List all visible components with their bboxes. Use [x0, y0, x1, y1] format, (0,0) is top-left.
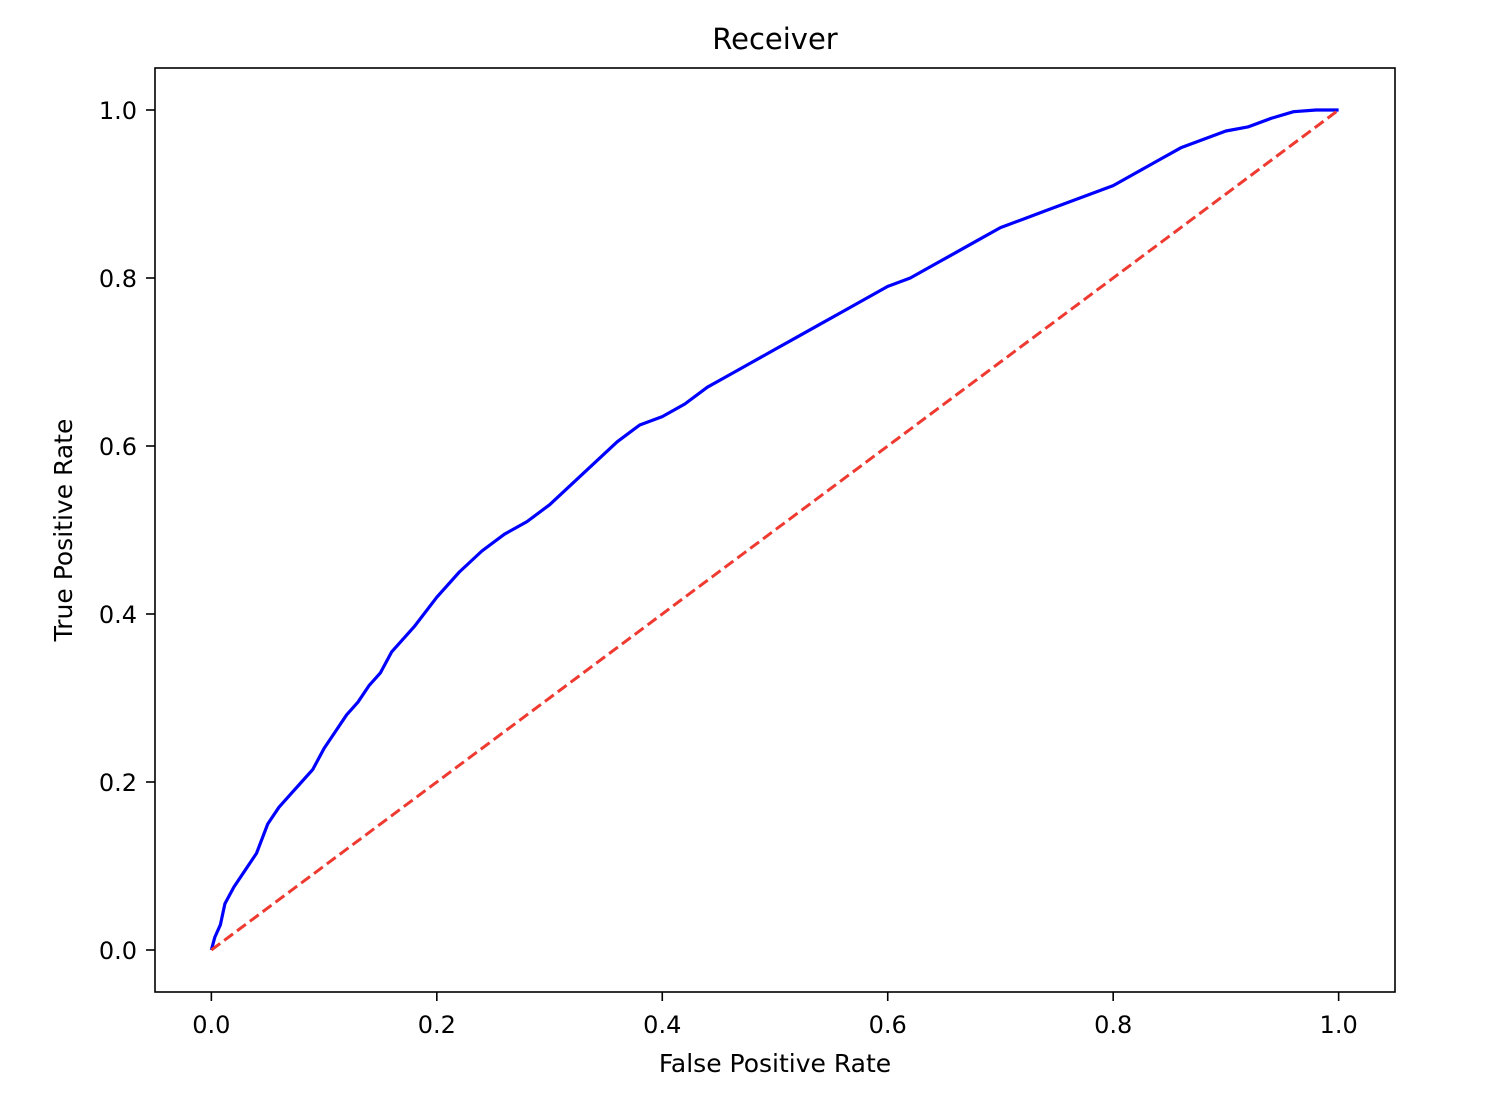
x-tick-label: 0.8 — [1094, 1011, 1132, 1039]
x-tick-label: 0.0 — [192, 1011, 230, 1039]
y-tick-label: 0.0 — [99, 937, 137, 965]
x-tick-label: 0.6 — [869, 1011, 907, 1039]
x-tick-label: 0.4 — [643, 1011, 681, 1039]
y-tick-label: 0.6 — [99, 433, 137, 461]
chance-diagonal-line — [210, 108, 1340, 952]
y-axis: 0.0 0.2 0.4 0.6 0.8 1.0 — [99, 97, 155, 965]
x-axis-label: False Positive Rate — [659, 1049, 891, 1078]
y-tick-label: 0.4 — [99, 601, 137, 629]
x-tick-label: 1.0 — [1320, 1011, 1358, 1039]
y-axis-label: True Positive Rate — [49, 419, 78, 643]
plot-frame — [154, 67, 1396, 993]
x-axis: 0.0 0.2 0.4 0.6 0.8 1.0 — [192, 992, 1358, 1039]
series-layer — [209, 108, 1340, 952]
y-tick-label: 0.2 — [99, 769, 137, 797]
y-tick-label: 1.0 — [99, 97, 137, 125]
y-tick-label: 0.8 — [99, 265, 137, 293]
roc-curve-line — [209, 108, 1339, 951]
x-tick-label: 0.2 — [418, 1011, 456, 1039]
chart-title: Receiver — [712, 22, 838, 56]
